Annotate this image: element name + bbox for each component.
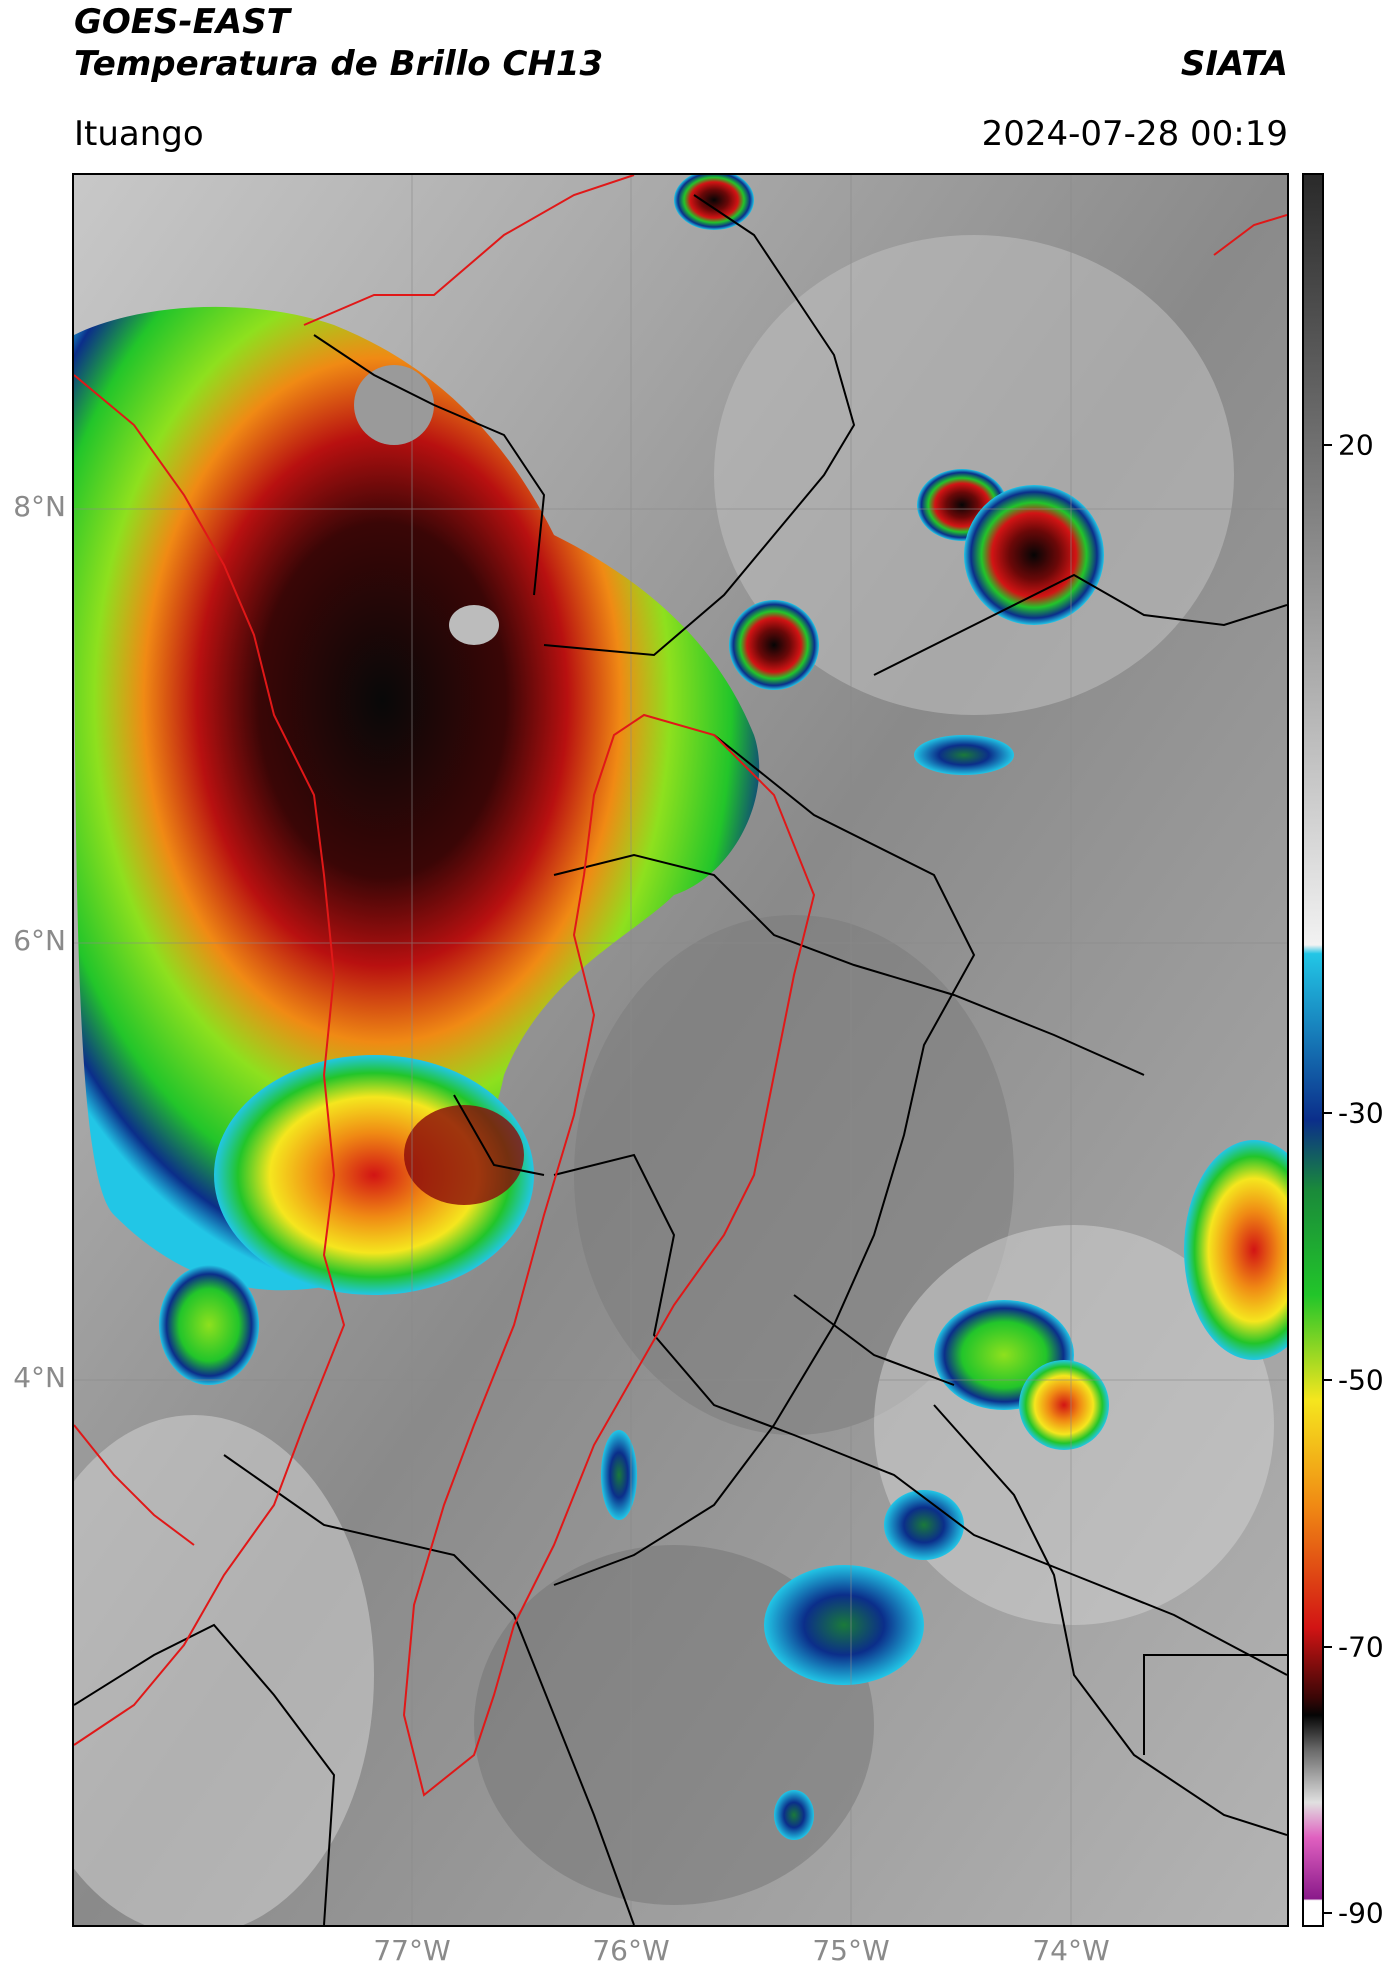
cloud-cell-east	[1184, 1140, 1287, 1360]
cloud-cluster-se2	[764, 1565, 924, 1685]
lat-label-6n: 6°N	[13, 924, 66, 957]
colorbar-gradient	[1304, 175, 1322, 1925]
title-line1: GOES-EAST	[74, 2, 290, 42]
region-label: Ituango	[74, 114, 204, 154]
red-boundaries	[74, 175, 1287, 1797]
title-line2: Temperatura de Brillo CH13	[74, 44, 604, 84]
cloud-cell-ne1	[729, 600, 819, 690]
convective-system-nw	[74, 306, 760, 1291]
lat-label-8n: 8°N	[13, 490, 66, 523]
organization-label: SIATA	[1180, 44, 1288, 84]
colorbar-tick-minus30: -30	[1338, 1096, 1384, 1130]
lon-label-76w: 76°W	[592, 1934, 670, 1967]
lon-label-77w: 77°W	[373, 1934, 451, 1967]
colorbar-tick-minus90: -90	[1338, 1896, 1384, 1930]
lon-label-75w: 75°W	[812, 1934, 890, 1967]
colorbar-tick-minus70: -70	[1338, 1630, 1384, 1664]
map-canvas	[74, 175, 1287, 1925]
colorbar-tick-minus50: -50	[1338, 1363, 1384, 1397]
colorbar-tick-20: 20	[1338, 428, 1374, 462]
lon-label-74w: 74°W	[1032, 1934, 1110, 1967]
admin-boundaries	[74, 194, 1287, 1925]
cloud-cell-ne3	[964, 485, 1104, 625]
colorbar	[1302, 173, 1324, 1927]
lat-label-4n: 4°N	[13, 1361, 66, 1394]
timestamp-label: 2024-07-28 00:19	[981, 114, 1288, 154]
satellite-map	[72, 173, 1289, 1927]
